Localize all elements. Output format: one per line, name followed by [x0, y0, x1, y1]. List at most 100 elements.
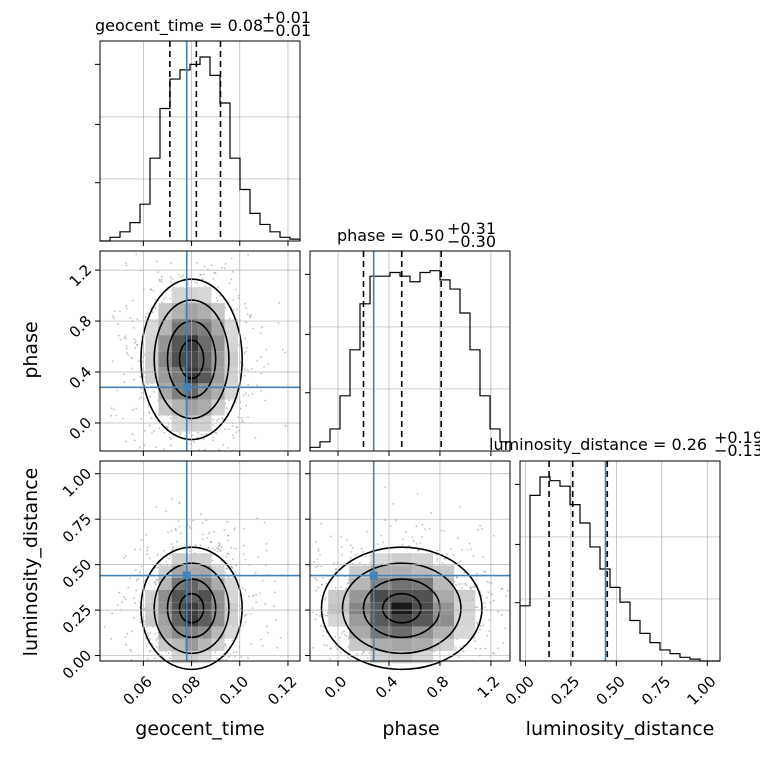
sample-point	[229, 317, 231, 320]
sample-point	[188, 432, 191, 434]
sample-point	[111, 315, 114, 317]
x-tick-label-luminosity_distance: 0.25	[547, 672, 583, 708]
sample-point	[119, 310, 121, 313]
sample-point	[207, 547, 210, 549]
hist-panel-frame	[99, 40, 301, 242]
sample-point	[341, 554, 343, 556]
density-cell	[211, 399, 225, 416]
sample-point	[487, 591, 490, 594]
sample-point	[344, 634, 346, 637]
density-panel-frame	[99, 460, 301, 662]
sample-point	[140, 539, 143, 542]
density-cell	[224, 319, 238, 336]
sample-point	[163, 448, 166, 450]
sample-point	[456, 576, 458, 579]
sample-point	[149, 395, 152, 398]
title-geocent-time: geocent_time = 0.08 +0.01 −0.01	[95, 8, 311, 40]
sample-point	[233, 529, 236, 531]
y-tick-label-luminosity_distance: 0.25	[59, 601, 95, 637]
sample-point	[428, 527, 431, 530]
title-luminosity-distance: luminosity_distance = 0.26 +0.19 −0.13	[489, 428, 760, 460]
density-cell	[328, 602, 350, 615]
density-cell	[211, 638, 225, 651]
sample-point	[227, 576, 230, 578]
sample-point	[143, 623, 146, 626]
sample-point	[367, 657, 369, 659]
sample-point	[178, 274, 180, 276]
sample-point	[241, 624, 244, 627]
sample-point	[320, 522, 322, 525]
sample-point	[128, 577, 131, 580]
sample-point	[169, 438, 172, 441]
sample-point	[497, 610, 499, 613]
sample-point	[340, 536, 343, 538]
sample-point	[277, 322, 280, 324]
y-tick-label-luminosity_distance: 0.50	[59, 555, 95, 591]
density-cell	[433, 602, 455, 615]
sample-point	[234, 288, 237, 291]
sample-point	[133, 378, 135, 381]
density-cell	[145, 602, 159, 615]
density-cell	[158, 602, 172, 615]
sample-point	[282, 349, 284, 351]
sample-point	[130, 658, 133, 661]
sample-point	[163, 549, 166, 552]
sample-point	[221, 266, 223, 269]
sample-point	[231, 639, 234, 642]
sample-point	[215, 547, 218, 549]
sample-point	[134, 347, 137, 350]
density-cell	[198, 335, 212, 352]
density-cell	[454, 602, 476, 615]
sample-point	[141, 391, 144, 394]
sample-point	[235, 564, 237, 567]
hist-panel-phase	[305, 250, 511, 456]
sample-point	[245, 404, 247, 407]
y-tick-label-luminosity_distance: 0.00	[59, 646, 95, 682]
sample-point	[274, 580, 276, 582]
sample-point	[135, 407, 138, 410]
sample-point	[232, 651, 235, 654]
sample-point	[240, 417, 243, 419]
sample-point	[155, 260, 158, 263]
sample-point	[317, 548, 320, 550]
sample-point	[138, 571, 141, 574]
sample-point	[454, 649, 457, 651]
sample-point	[131, 367, 134, 370]
density-cell	[158, 351, 172, 368]
density-cell	[198, 553, 212, 566]
sample-point	[141, 608, 144, 610]
sample-point	[245, 307, 247, 309]
y-axis-label-phase: phase	[20, 321, 42, 378]
sample-point	[284, 351, 287, 354]
sample-point	[230, 278, 233, 281]
sample-point	[110, 637, 112, 640]
sample-point	[479, 624, 482, 627]
sample-point	[421, 523, 424, 526]
sample-point	[368, 652, 370, 654]
sample-point	[205, 519, 208, 521]
sample-point	[222, 444, 225, 446]
sample-point	[446, 553, 449, 556]
sample-point	[165, 510, 168, 513]
density-cell	[391, 553, 413, 566]
sample-point	[132, 616, 135, 619]
sample-point	[146, 549, 149, 552]
x-tick-label-phase: 0.0	[321, 672, 351, 702]
density-cell	[158, 399, 172, 416]
sample-point	[226, 552, 229, 555]
sample-point	[168, 657, 171, 660]
sample-point	[382, 541, 385, 544]
x-tick-label-geocent_time: 0.06	[120, 672, 156, 708]
title-geocent-time-sup: +0.01	[262, 8, 311, 27]
x-tick-label-luminosity_distance: 0.00	[502, 672, 538, 708]
sample-point	[389, 525, 392, 528]
sample-point	[157, 271, 159, 273]
sample-point	[146, 546, 149, 549]
sample-point	[416, 492, 419, 495]
sample-point	[334, 635, 337, 638]
sample-point	[245, 321, 248, 324]
density-cell	[171, 415, 185, 432]
y-tick-label-phase: 0.8	[66, 312, 96, 342]
sample-point	[201, 533, 204, 536]
sample-point	[156, 566, 159, 569]
